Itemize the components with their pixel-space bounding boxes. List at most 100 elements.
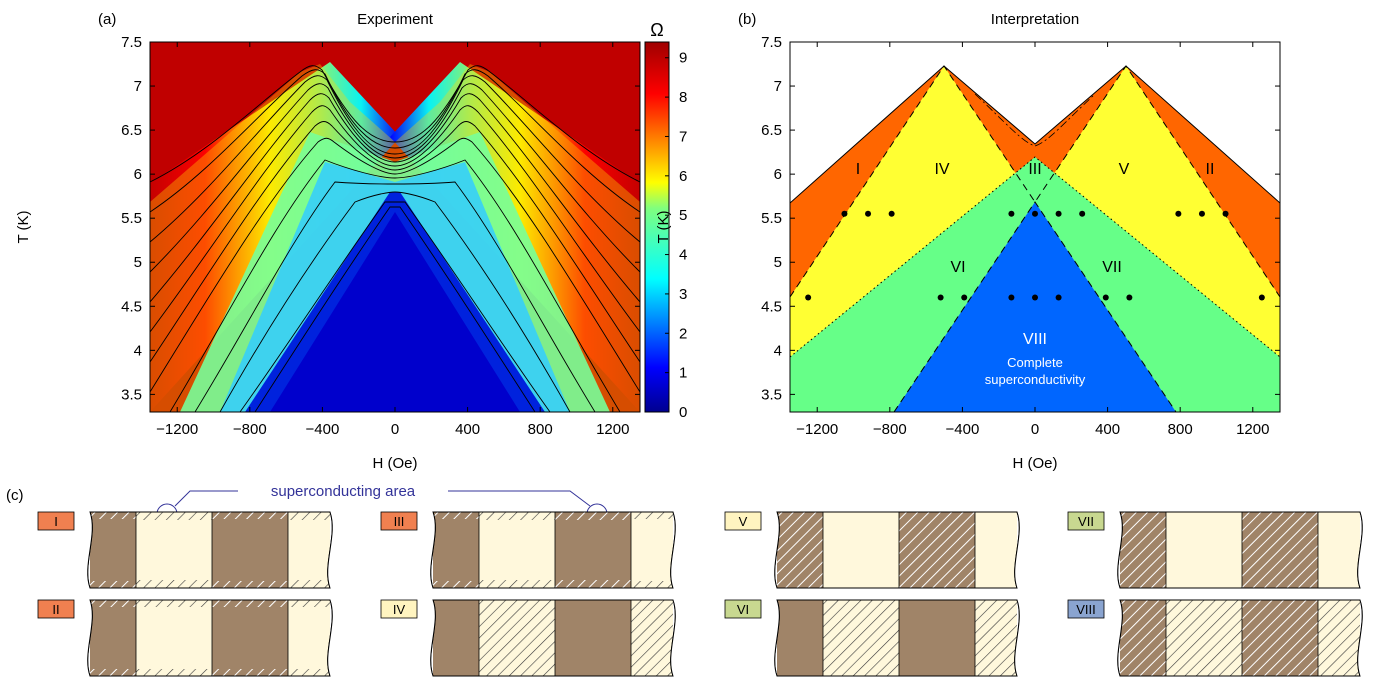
schematic-label: III — [394, 514, 405, 529]
hatched-fill — [479, 600, 555, 676]
schematic-vi: VI — [724, 599, 1031, 677]
schematic-label-box — [724, 599, 762, 619]
strip-left-edge — [430, 599, 436, 677]
schematic-vii: VII — [1067, 511, 1374, 589]
measurement-dot — [1079, 210, 1086, 217]
y-tick-label: 4 — [134, 342, 142, 359]
schematic-label: IV — [393, 602, 406, 617]
schematic-label-box — [1067, 599, 1105, 619]
schematic-i: I — [37, 511, 344, 589]
strip-right-edge — [1357, 599, 1363, 677]
panel-b: I II III IV V VI VII VIII Complete super… — [655, 11, 1281, 472]
colorbar-tick-label: 6 — [679, 168, 687, 185]
sc-segment — [288, 512, 330, 588]
schematic-iii: III — [380, 511, 687, 589]
strip-edge-mask — [78, 600, 93, 676]
strip-right-edge — [670, 511, 676, 589]
panel-b-title: Interpretation — [991, 11, 1079, 28]
schematic-label: V — [739, 514, 748, 529]
film-segment — [90, 512, 136, 588]
strip-edge-mask — [421, 600, 436, 676]
strip-left-edge — [1117, 599, 1123, 677]
region-blue — [894, 202, 1176, 412]
schematic-label: II — [52, 602, 59, 617]
x-ticks: −1200 −800 −400 0 400 800 1200 — [156, 42, 629, 438]
sc-segment — [823, 512, 899, 588]
measurement-dot — [1198, 210, 1205, 217]
film-segment — [433, 512, 479, 588]
measurement-dots — [805, 210, 1265, 301]
measurement-dot — [1102, 294, 1109, 301]
sc-segment — [1166, 512, 1242, 588]
x-tick-label: −400 — [306, 421, 340, 438]
y-tick-label: 6.5 — [761, 122, 782, 139]
measurement-dot — [1055, 294, 1062, 301]
outer-boundary — [790, 65, 1280, 204]
panel-c-letter: (c) — [6, 487, 24, 504]
film-segment — [212, 600, 288, 676]
phase-diagram — [790, 42, 1280, 412]
panel-b-letter: (b) — [738, 11, 756, 28]
measurement-dot — [937, 294, 944, 301]
film-segment — [555, 600, 631, 676]
edge-hatch — [555, 512, 631, 520]
region-label-i: I — [856, 161, 860, 178]
edge-hatch — [212, 581, 288, 588]
film-segment — [555, 512, 631, 588]
edge-hatch — [136, 669, 212, 676]
hatched-fill — [777, 512, 823, 588]
edge-hatch — [136, 512, 212, 520]
strip-edge-mask — [1357, 600, 1374, 676]
x-tick-label: 400 — [1095, 421, 1120, 438]
region-label-v: V — [1119, 161, 1130, 178]
schematic-label-box — [380, 511, 418, 531]
x-tick-label: 400 — [455, 421, 480, 438]
edge-hatch — [555, 580, 631, 588]
edge-hatch — [136, 580, 212, 588]
y-tick-label: 5.5 — [121, 210, 142, 227]
edge-hatch — [433, 512, 479, 519]
y-tick-label: 7 — [134, 78, 142, 95]
region-label-ii: II — [1206, 161, 1215, 178]
schematic-label: I — [54, 514, 58, 529]
measurement-dot — [1055, 210, 1062, 217]
measurement-dot — [1008, 210, 1015, 217]
phase-boundaries — [790, 65, 1280, 412]
edge-hatch — [136, 600, 212, 607]
annotation-superconducting-area: superconducting area — [271, 483, 416, 500]
edge-hatch — [631, 581, 673, 588]
x-tick-label: 0 — [391, 421, 399, 438]
y-tick-label: 6 — [134, 166, 142, 183]
schematic-viii: VIII — [1067, 599, 1374, 677]
measurement-dot — [1032, 294, 1038, 301]
strip-edge-mask — [1108, 512, 1123, 588]
panel-a: −1200 −800 −400 0 400 800 1200 3.5 4 4.5 5 5.5 6 6.5… — [15, 11, 641, 472]
dotted-boundary — [790, 156, 1280, 358]
edge-hatch — [288, 600, 330, 607]
colorbar-tick-label: 3 — [679, 286, 687, 303]
strip-edge-mask — [670, 600, 687, 676]
x-tick-label: −1200 — [156, 421, 198, 438]
schematic-label-box — [380, 599, 418, 619]
strip-left-edge — [1117, 511, 1123, 589]
strip-right-edge — [1014, 511, 1020, 589]
strip-right-edge — [327, 599, 333, 677]
edge-hatch — [631, 512, 673, 519]
film-segment — [212, 512, 288, 588]
schematic-ii: II — [37, 599, 344, 677]
strip-edge-mask — [327, 512, 344, 588]
edge-hatch — [90, 600, 136, 607]
sc-segment — [288, 600, 330, 676]
strip-right-edge — [1357, 511, 1363, 589]
strip-edge-mask — [327, 600, 344, 676]
edge-hatch — [479, 580, 555, 588]
edge-hatch — [90, 581, 136, 588]
edge-hatch — [90, 512, 136, 519]
region-label-iv: IV — [934, 161, 949, 178]
edge-hatch — [90, 669, 136, 676]
measurement-dot — [805, 294, 812, 301]
colorbar-tick-label: 0 — [679, 404, 687, 421]
hatched-fill — [1166, 600, 1242, 676]
